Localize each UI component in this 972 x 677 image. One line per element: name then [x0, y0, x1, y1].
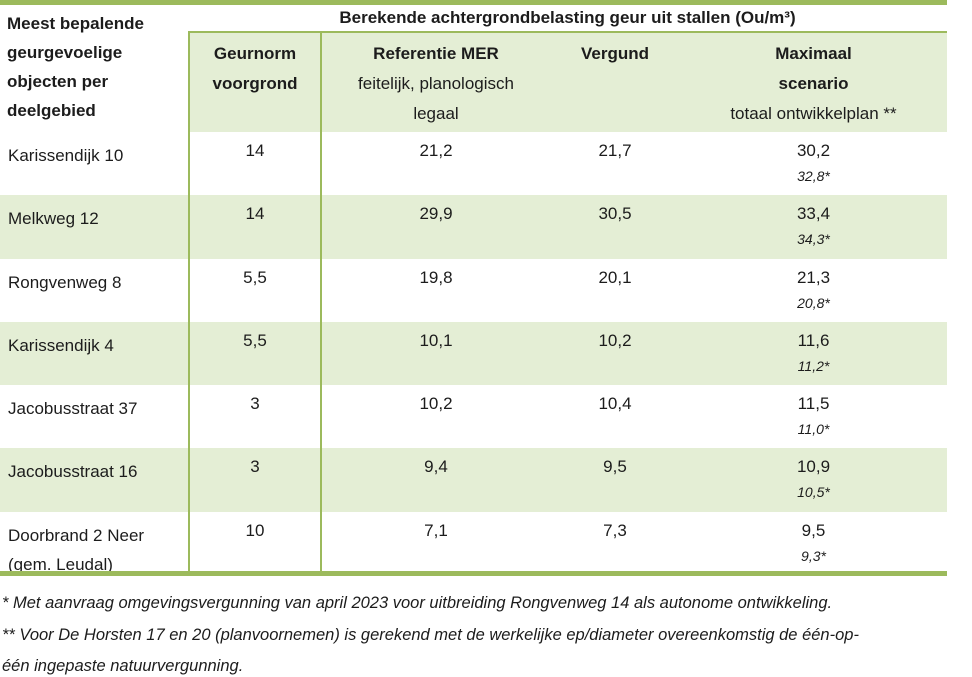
row-maximaal-cell: 33,4 34,3* [680, 195, 947, 258]
row-geurnorm-value: 5,5 [188, 258, 320, 322]
footnotes: * Met aanvraag omgevingsvergunning van a… [2, 588, 970, 677]
column-header-vergund: Vergund [580, 44, 649, 63]
row-maximaal-note: 11,0* [797, 421, 830, 438]
row-maximaal-cell: 10,9 10,5* [680, 448, 947, 511]
row-maximaal-cell: 11,5 11,0* [680, 385, 947, 448]
row-referentie-value: 7,1 [320, 511, 550, 575]
row-maximaal-value: 10,9 [796, 457, 831, 477]
row-maximaal-note: 11,2* [797, 357, 830, 374]
row-geurnorm-value: 14 [188, 195, 320, 259]
row-vergund-value: 10,4 [598, 394, 632, 414]
row-maximaal-note: 10,5* [797, 484, 830, 501]
table-row: Doorbrand 2 Neer (gem. Leudal) 10 7,1 7,… [0, 511, 947, 575]
row-geurnorm-value: 3 [188, 385, 320, 449]
row-geurnorm-value: 3 [188, 448, 320, 512]
row-vergund-value: 30,5 [598, 204, 632, 224]
title-underline [188, 31, 947, 33]
row-vergund-value: 9,5 [603, 457, 627, 477]
row-maximaal-value: 9,5 [801, 520, 826, 540]
table-row: Karissendijk 10 14 21,2 21,7 30,2 32,8* [0, 132, 947, 196]
row-maximaal-cell: 9,5 9,3* [680, 512, 947, 575]
row-object-name-line2: (gem. Leudal) [8, 554, 113, 574]
maximaal-header-line3: totaal ontwikkelplan ** [730, 104, 897, 123]
row-referentie-value: 10,1 [320, 321, 550, 386]
row-object-name: Melkweg 12 [8, 209, 99, 229]
row-object-name: Jacobusstraat 37 [8, 399, 138, 419]
row-maximaal-value: 30,2 [796, 141, 831, 160]
table-row: Jacobusstraat 16 3 9,4 9,5 10,9 10,5* [0, 448, 947, 512]
row-maximaal-note: 20,8* [797, 294, 830, 311]
row-maximaal-value: 11,6 [797, 330, 830, 350]
footnote-line: één ingepaste natuurvergunning. [2, 657, 244, 675]
referentie-header-line2: feitelijk, planologisch [358, 74, 514, 93]
maximaal-header-line2: scenario [778, 74, 849, 93]
row-maximaal-value: 21,3 [796, 267, 831, 287]
column-header-referentie-mer: Referentie MER feitelijk, planologisch l… [320, 33, 550, 132]
row-vergund-value: 10,2 [598, 330, 632, 350]
table-bottom-rule [0, 571, 947, 576]
table-row: Karissendijk 4 5,5 10,1 10,2 11,6 11,2* [0, 321, 947, 386]
row-object-name: Doorbrand 2 Neer (gem. Leudal) [0, 512, 188, 575]
row-maximaal-cell: 21,3 20,8* [680, 259, 947, 322]
column-header-row: Geurnorm voorgrond Referentie MER feitel… [188, 33, 947, 132]
row-vergund-value: 20,1 [598, 267, 632, 287]
table-row: Jacobusstraat 37 3 10,2 10,4 11,5 11,0* [0, 385, 947, 449]
table-body: Karissendijk 10 14 21,2 21,7 30,2 32,8* … [0, 132, 947, 575]
referentie-header-line1: Referentie MER [373, 44, 499, 63]
row-referentie-value: 19,8 [320, 258, 550, 322]
footnote-line: ** Voor De Horsten 17 en 20 (planvoornem… [2, 625, 859, 644]
row-object-name: Rongvenweg 8 [8, 272, 122, 292]
row-object-name-line1: Doorbrand 2 Neer [8, 525, 145, 545]
row-maximaal-cell: 11,6 11,2* [680, 322, 947, 385]
footnote-line: * Met aanvraag omgevingsvergunning van a… [2, 594, 833, 612]
row-maximaal-note: 34,3* [797, 231, 830, 248]
row-maximaal-note: 32,8* [797, 168, 830, 184]
row-object-name: Karissendijk 10 [8, 146, 124, 165]
row-referentie-value: 29,9 [320, 195, 550, 259]
row-object-name: Karissendijk 4 [8, 335, 114, 355]
table-top-rule [0, 0, 947, 5]
row-maximaal-value: 33,4 [796, 204, 831, 224]
row-geurnorm-value: 14 [188, 132, 320, 196]
row-vergund-value: 21,7 [598, 141, 632, 160]
column-header-maximaal: Maximaal scenario totaal ontwikkelplan *… [680, 33, 947, 132]
geurnorm-header-line2: voorgrond [212, 74, 298, 93]
column-header-geurnorm: Geurnorm voorgrond [190, 33, 320, 132]
geurnorm-header-line1: Geurnorm [213, 44, 297, 63]
row-geurnorm-value: 10 [188, 511, 320, 575]
row-maximaal-cell: 30,2 32,8* [680, 132, 947, 195]
maximaal-header-line1: Maximaal [775, 44, 852, 63]
row-geurnorm-value: 5,5 [188, 321, 320, 386]
table-title: Berekende achtergrondbelasting geur uit … [339, 8, 796, 27]
row-maximaal-note: 9,3* [801, 547, 826, 564]
table-row: Melkweg 12 14 29,9 30,5 33,4 34,3* [0, 195, 947, 259]
row-referentie-value: 10,2 [320, 385, 550, 449]
row-vergund-value: 7,3 [603, 520, 627, 540]
row-referentie-value: 9,4 [320, 448, 550, 512]
table-row: Rongvenweg 8 5,5 19,8 20,1 21,3 20,8* [0, 258, 947, 322]
row-referentie-value: 21,2 [320, 132, 550, 196]
corner-header: Meest bepalende geurgevoelige objecten p… [7, 14, 144, 120]
referentie-header-line3: legaal [413, 104, 459, 123]
row-maximaal-value: 11,5 [797, 394, 830, 414]
row-object-name: Jacobusstraat 16 [8, 462, 138, 482]
